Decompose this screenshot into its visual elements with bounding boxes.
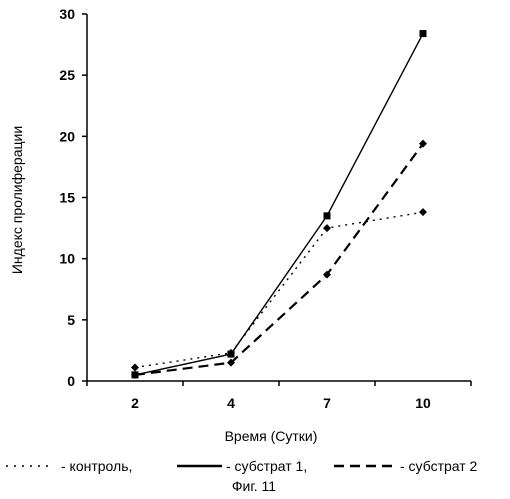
series-layer (131, 30, 427, 379)
x-tick-label: 4 (227, 395, 235, 411)
data-point (419, 208, 427, 216)
series-line (135, 212, 423, 367)
y-tick-label: 0 (67, 373, 75, 389)
series-1 (131, 208, 427, 371)
x-tick-label: 7 (323, 395, 331, 411)
data-point (323, 224, 331, 232)
figure-caption: Фиг. 11 (232, 478, 276, 494)
legend-label-substrate-2: - субстрат 2 (400, 458, 478, 474)
x-tick-label: 2 (131, 395, 139, 411)
legend-label-control: - контроль, (61, 458, 132, 474)
data-point (420, 30, 427, 37)
y-tick-label: 30 (59, 6, 75, 22)
x-axis-label: Время (Сутки) (225, 428, 318, 444)
series-line (135, 34, 423, 375)
data-point (131, 364, 139, 372)
y-axis-label: Индекс пролиферации (9, 126, 25, 274)
y-tick-label: 25 (59, 67, 75, 83)
series-line (135, 144, 423, 375)
data-point (228, 351, 235, 358)
y-tick-label: 10 (59, 251, 75, 267)
legend-label-substrate-1: - субстрат 1, (226, 458, 307, 474)
data-point (324, 212, 331, 219)
legend: - контроль, - субстрат 1, - субстрат 2 (6, 458, 478, 474)
y-tick-label: 15 (59, 190, 75, 206)
x-axis: 2 4 7 10 (87, 381, 471, 411)
x-tick-label: 10 (415, 395, 431, 411)
y-tick-label: 20 (59, 128, 75, 144)
series-3 (131, 140, 427, 379)
y-tick-label: 5 (67, 312, 75, 328)
y-axis: 0 5 10 15 20 25 30 (59, 6, 87, 389)
series-2 (132, 30, 427, 378)
